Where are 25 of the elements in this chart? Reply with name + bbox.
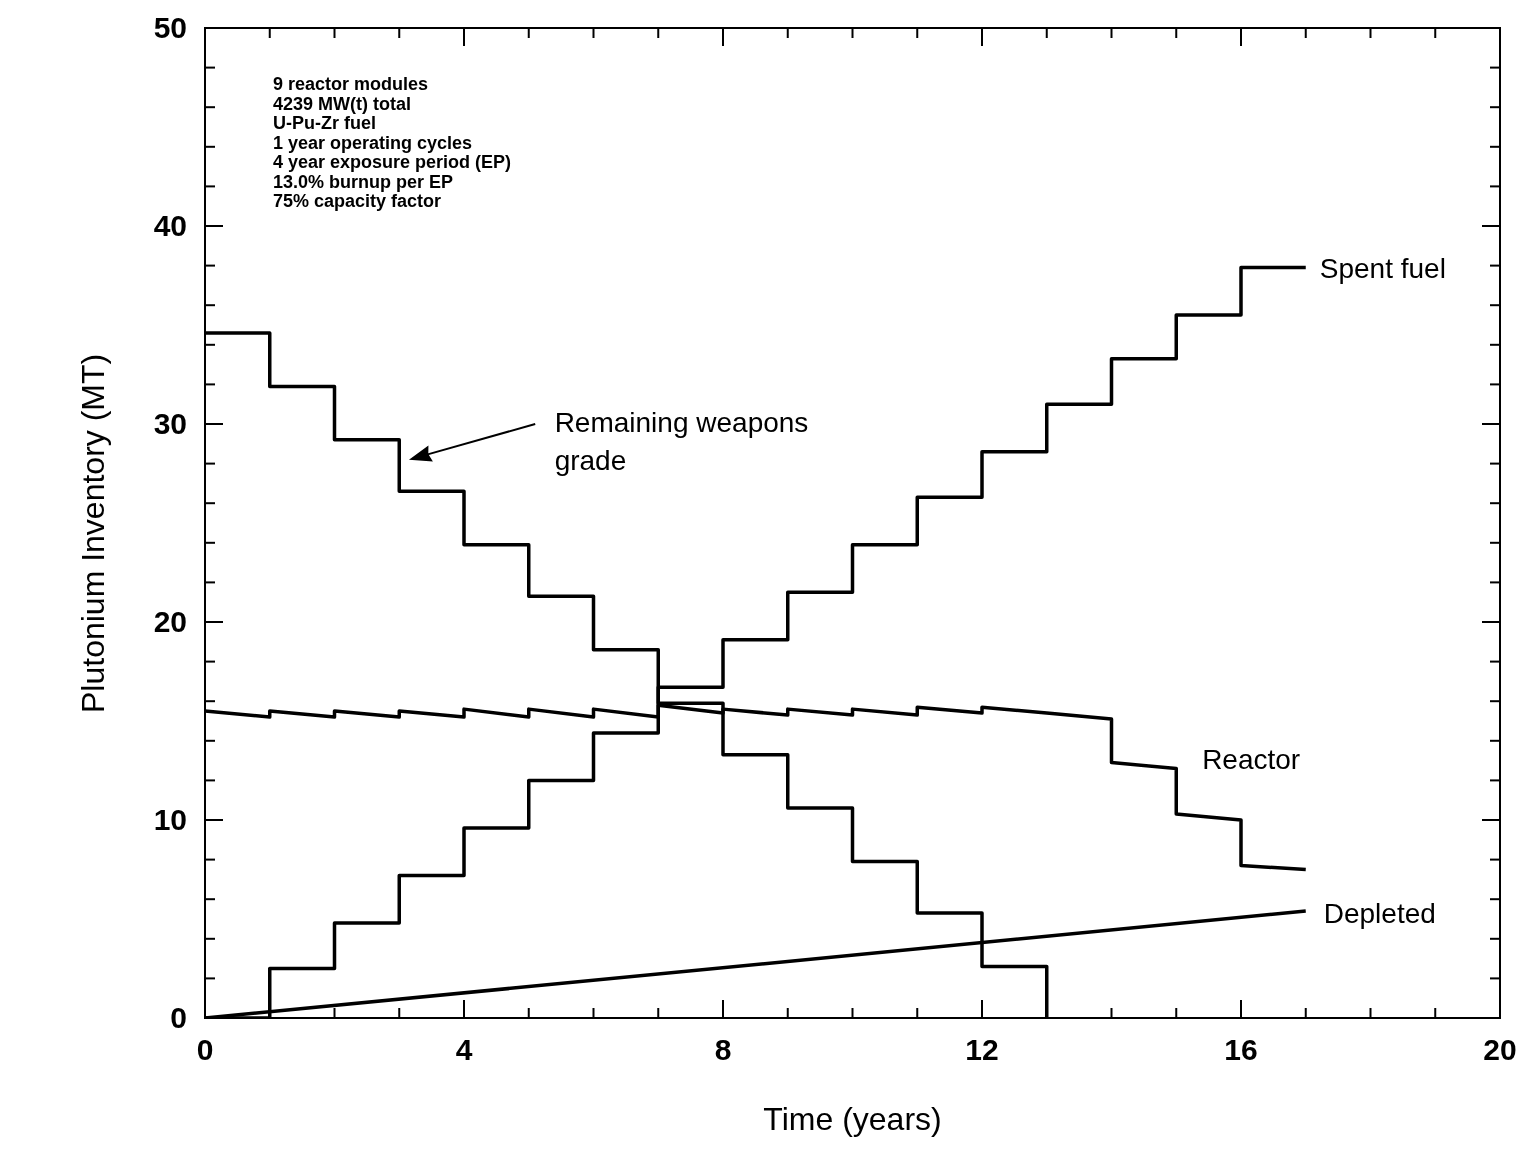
- x-tick-label: 20: [1483, 1033, 1517, 1066]
- x-axis-title: Time (years): [763, 1101, 942, 1137]
- annotation: 4 year exposure period (EP): [273, 152, 512, 172]
- x-tick-label: 8: [714, 1033, 732, 1066]
- annotation: 1 year operating cycles: [273, 132, 473, 153]
- annotation: 75% capacity factor: [273, 191, 442, 211]
- y-tick-label: 50: [153, 11, 187, 44]
- legend-label: Depleted: [1323, 898, 1436, 930]
- text: Remaining weapons grade: [554, 406, 809, 476]
- x-tick-label: 16: [1224, 1033, 1258, 1066]
- x-tick-label: 12: [965, 1033, 999, 1066]
- legend-label: Spent fuel: [1319, 252, 1446, 284]
- x-tick-label: 0: [196, 1033, 214, 1066]
- y-tick-label: 10: [153, 803, 187, 836]
- annotation: 4239 MW(t) total: [273, 93, 412, 114]
- y-tick-label: 40: [153, 209, 187, 242]
- annotation: U-Pu-Zr fuel: [273, 113, 376, 133]
- y-axis-title: Plutonium Inventory (MT): [75, 353, 112, 713]
- y-tick-label: 20: [153, 605, 187, 638]
- annotation: 9 reactor modules: [273, 74, 429, 94]
- series-label: Reactor: [1202, 743, 1301, 775]
- annotation: 13.0% burnup per EP: [273, 171, 454, 192]
- x-tick-label: 4: [455, 1033, 473, 1066]
- y-tick-label: 30: [153, 407, 187, 440]
- y-tick-label: 0: [170, 1001, 187, 1034]
